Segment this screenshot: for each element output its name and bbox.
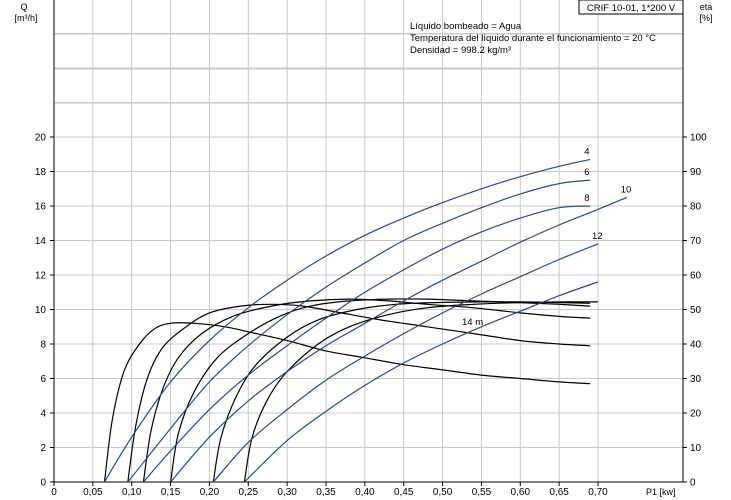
x-tick-label: 0 [51,487,57,498]
y-right-axis-unit: [%] [699,13,712,23]
q-curve-10 [170,196,628,483]
y-left-axis-label: Q [20,2,27,12]
q-curve-labels: 4 6 8 10 12 14 m [462,146,631,328]
x-tick-label: 0,45 [394,487,414,498]
x-tick-label: 0,65 [549,487,569,498]
x-tick-label: 0,50 [433,487,453,498]
q-curve-label: 6 [584,167,589,178]
note-line-2: Temperatura del líquido durante el funci… [410,33,656,44]
q-curve-label: 14 m [462,317,483,328]
y-right-tick-label: 50 [690,305,702,316]
note-line-1: Líquido bombeado = Agua [410,21,522,32]
q-curve-label: 8 [584,193,589,204]
y-right-axis-label: eta [700,2,713,12]
x-tick-label: 0,25 [239,487,259,498]
y-left-tick-label: 6 [40,374,46,385]
x-tick-label: 0,15 [161,487,181,498]
x-tick-label: 0,05 [83,487,103,498]
y-left-tick-label: 10 [35,305,47,316]
y-right-tick-label: 100 [690,133,707,144]
title-box [578,0,684,15]
x-tick-label: 0,30 [277,487,297,498]
x-tick-label: 0,10 [122,487,142,498]
y-left-tick-label: 12 [35,271,47,282]
x-tick-label: 0,40 [355,487,375,498]
eta-curve-6 [243,301,599,483]
y-left-tick-label: 0 [40,478,46,489]
y-left-tick-labels: 0 2 4 6 8 10 12 14 16 18 20 [35,133,54,489]
x-tick-labels: 0 0,05 0,10 0,15 0,20 0,25 0,30 0,35 0,40 0,45 0,5… [51,482,608,498]
q-curves [103,158,628,483]
eta-curves [103,298,599,483]
eta-curve-2 [127,303,591,483]
q-curve-label: 12 [592,231,603,242]
q-curve-6 [127,179,591,483]
q-curve-label: 4 [584,146,589,157]
grid [54,0,683,482]
q-curve-8 [142,205,591,483]
y-right-tick-label: 20 [690,409,702,420]
y-right-tick-label: 40 [690,340,702,351]
y-left-axis-unit: [m³/h] [14,13,37,23]
q-curve-4 [103,158,591,483]
y-left-tick-label: 14 [35,236,47,247]
note-line-3: Densidad = 998.2 kg/m³ [410,45,511,56]
q-curve-label: 10 [621,184,632,195]
x-tick-label: 0,20 [200,487,220,498]
q-curve-14-m [243,281,599,483]
y-right-tick-labels: 0 10 20 30 40 50 60 70 80 90 100 [683,133,707,489]
y-right-tick-label: 70 [690,236,702,247]
y-right-tick-label: 0 [690,478,696,489]
x-tick-label: 0,70 [588,487,608,498]
eta-curve-5 [212,301,591,483]
y-left-tick-label: 8 [40,340,46,351]
x-tick-label: 0,35 [316,487,336,498]
y-right-tick-label: 60 [690,271,702,282]
eta-curve-3 [142,298,591,483]
y-right-tick-label: 80 [690,202,702,213]
y-left-tick-label: 18 [35,167,47,178]
title-box-text: CRIF 10-01, 1*200 V [587,3,676,14]
eta-curve-4 [170,298,591,483]
eta-curve-1 [103,322,591,483]
y-left-tick-label: 4 [40,409,46,420]
y-right-tick-label: 90 [690,167,702,178]
y-left-tick-label: 16 [35,202,47,213]
y-left-tick-label: 20 [35,133,47,144]
y-left-tick-label: 2 [40,443,46,454]
q-curve-12 [212,243,599,483]
x-axis-label: P1 [kw] [646,487,676,497]
y-right-tick-label: 30 [690,374,702,385]
y-right-tick-label: 10 [690,443,702,454]
x-tick-label: 0,55 [472,487,492,498]
x-tick-label: 0,60 [511,487,531,498]
